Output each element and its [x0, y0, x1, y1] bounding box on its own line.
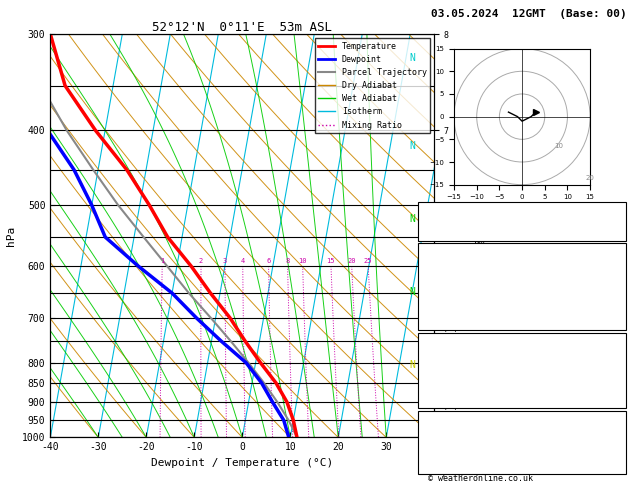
Text: 11.4: 11.4: [601, 264, 623, 273]
Text: 3: 3: [223, 258, 227, 263]
Text: N: N: [409, 141, 415, 151]
Text: 6: 6: [617, 300, 623, 309]
Text: CAPE (J): CAPE (J): [421, 312, 464, 321]
Text: Most Unstable: Most Unstable: [484, 342, 560, 351]
Text: 25: 25: [364, 258, 372, 263]
Text: 0: 0: [617, 402, 623, 411]
X-axis label: kt: kt: [517, 206, 527, 215]
Text: 10: 10: [554, 143, 563, 149]
Text: 2: 2: [617, 468, 623, 477]
Text: 6: 6: [266, 258, 270, 263]
Text: StmSpd (kt): StmSpd (kt): [421, 468, 481, 477]
Text: 305: 305: [606, 366, 623, 375]
Text: 8: 8: [286, 258, 289, 263]
Text: Totals Totals: Totals Totals: [421, 223, 491, 231]
Title: 52°12'N  0°11'E  53m ASL: 52°12'N 0°11'E 53m ASL: [152, 21, 332, 34]
Text: PW (cm): PW (cm): [421, 235, 459, 243]
Text: 2: 2: [199, 258, 203, 263]
Text: K: K: [421, 210, 427, 219]
Text: CAPE (J): CAPE (J): [421, 390, 464, 399]
Text: 6: 6: [617, 378, 623, 387]
Text: 2.12: 2.12: [601, 235, 623, 243]
Text: 10: 10: [612, 444, 623, 452]
Text: 8: 8: [617, 432, 623, 440]
Text: EH: EH: [421, 432, 432, 440]
Text: 9.7: 9.7: [606, 276, 623, 285]
Text: Lifted Index: Lifted Index: [421, 300, 486, 309]
Text: N: N: [409, 214, 415, 224]
Text: 19: 19: [612, 312, 623, 321]
Text: Pressure (mb): Pressure (mb): [421, 354, 491, 363]
Text: N: N: [409, 53, 415, 63]
Text: Dewp (°C): Dewp (°C): [421, 276, 470, 285]
Y-axis label: km
ASL: km ASL: [471, 236, 489, 257]
Text: N: N: [409, 360, 415, 369]
Text: 1: 1: [160, 258, 164, 263]
Text: 22: 22: [612, 210, 623, 219]
Text: CIN (J): CIN (J): [421, 325, 459, 333]
Text: Hodograph: Hodograph: [496, 419, 548, 429]
Text: θᴇ(K): θᴇ(K): [421, 288, 448, 297]
Text: 19: 19: [612, 390, 623, 399]
Text: 205°: 205°: [601, 456, 623, 465]
X-axis label: Dewpoint / Temperature (°C): Dewpoint / Temperature (°C): [151, 458, 333, 468]
Y-axis label: hPa: hPa: [6, 226, 16, 246]
Text: N: N: [409, 287, 415, 296]
Text: © weatheronline.co.uk: © weatheronline.co.uk: [428, 474, 533, 483]
Text: StmDir: StmDir: [421, 456, 454, 465]
Text: SREH: SREH: [421, 444, 443, 452]
Legend: Temperature, Dewpoint, Parcel Trajectory, Dry Adiabat, Wet Adiabat, Isotherm, Mi: Temperature, Dewpoint, Parcel Trajectory…: [315, 38, 430, 133]
Text: 10: 10: [298, 258, 307, 263]
Text: 4: 4: [241, 258, 245, 263]
Text: 30: 30: [617, 207, 626, 213]
Text: 1005: 1005: [601, 354, 623, 363]
Text: Surface: Surface: [501, 252, 543, 261]
Text: 20: 20: [586, 175, 594, 181]
Text: Temp (°C): Temp (°C): [421, 264, 470, 273]
Text: 15: 15: [326, 258, 335, 263]
Text: θᴇ (K): θᴇ (K): [421, 366, 454, 375]
Text: Lifted Index: Lifted Index: [421, 378, 486, 387]
Text: CIN (J): CIN (J): [421, 402, 459, 411]
Text: 0: 0: [617, 325, 623, 333]
Text: 43: 43: [612, 223, 623, 231]
Text: 03.05.2024  12GMT  (Base: 00): 03.05.2024 12GMT (Base: 00): [431, 9, 626, 19]
Text: 20: 20: [347, 258, 356, 263]
Text: 305: 305: [606, 288, 623, 297]
